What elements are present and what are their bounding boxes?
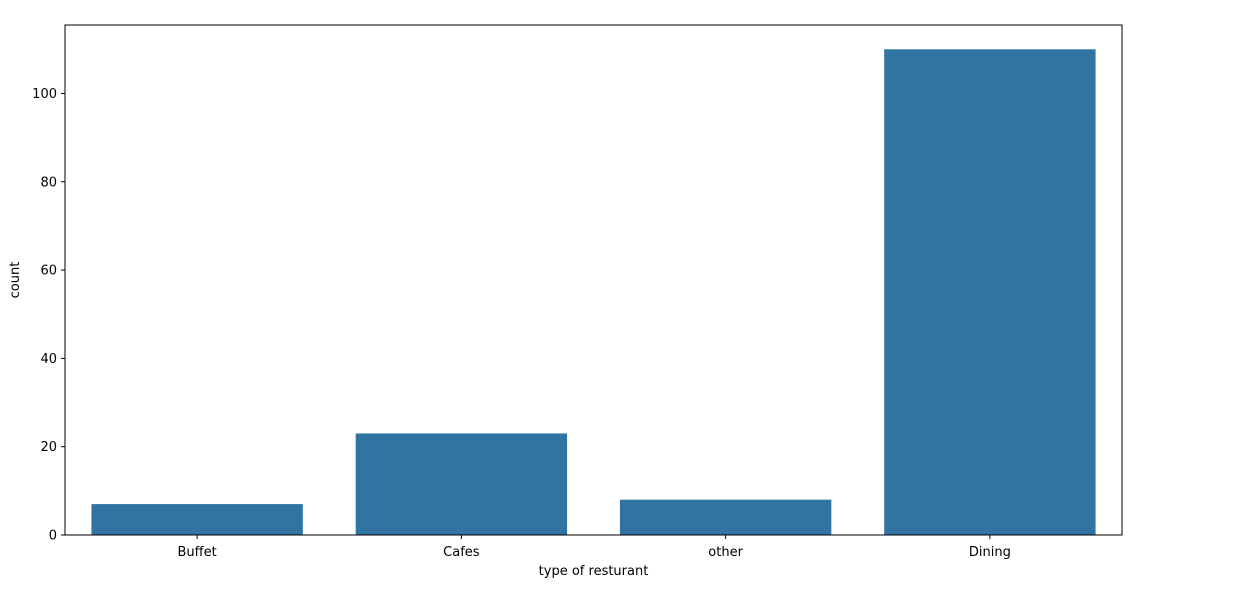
bar-dining [884,49,1096,536]
bars-group [91,49,1096,536]
bar-other [619,499,832,535]
y-tick-label: 40 [40,352,57,367]
x-axis: Buffet Cafes other Dining [178,535,1011,560]
bar-buffet [91,504,303,535]
y-tick-label: 60 [40,264,57,279]
x-tick-label: Dining [969,545,1011,560]
y-tick-label: 80 [40,175,57,190]
x-tick-label: Buffet [178,545,217,560]
y-axis: 0 20 40 60 80 100 [32,87,65,544]
y-tick-label: 0 [49,529,57,544]
bar-cafes [355,433,568,535]
x-axis-label: type of resturant [539,564,649,579]
y-tick-label: 100 [32,87,57,102]
y-axis-label: count [8,262,23,299]
x-tick-label: Cafes [443,545,480,560]
y-tick-label: 20 [40,440,57,455]
plot-frame [64,24,1123,536]
x-tick-label: other [708,545,743,560]
